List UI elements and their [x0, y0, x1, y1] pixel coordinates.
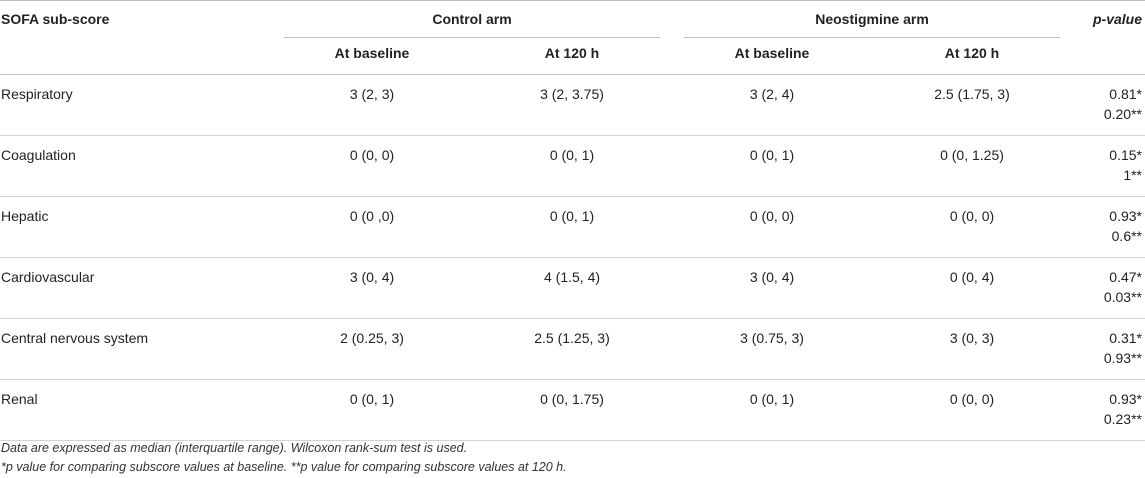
cell-p-value: 0.31* 0.93**: [1072, 318, 1145, 380]
header-blank: [0, 38, 272, 75]
row-label: Respiratory: [0, 74, 272, 136]
row-label: Cardiovascular: [0, 257, 272, 319]
header-neo-baseline: At baseline: [672, 38, 872, 75]
cell-control-baseline: 3 (2, 3): [272, 74, 472, 136]
cell-control-baseline: 0 (0, 1): [272, 379, 472, 441]
p-value-120h: 0.6**: [1111, 227, 1142, 244]
cell-control-120h: 2.5 (1.25, 3): [472, 318, 672, 380]
header-neostigmine-arm: Neostigmine arm: [672, 0, 1072, 38]
cell-neo-baseline: 0 (0, 1): [672, 135, 872, 197]
row-label: Coagulation: [0, 135, 272, 197]
p-value-120h: 1**: [1123, 166, 1142, 183]
header-neo-120h: At 120 h: [872, 38, 1072, 75]
cell-control-baseline: 2 (0.25, 3): [272, 318, 472, 380]
row-label: Central nervous system: [0, 318, 272, 380]
footnote-pvalue-legend: *p value for comparing subscore values a…: [1, 460, 567, 474]
p-value-baseline: 0.93*: [1109, 390, 1142, 407]
cell-p-value: 0.93* 0.6**: [1072, 196, 1145, 258]
cell-neo-baseline: 3 (0, 4): [672, 257, 872, 319]
cell-control-baseline: 3 (0, 4): [272, 257, 472, 319]
cell-p-value: 0.47* 0.03**: [1072, 257, 1145, 319]
table-row: Renal 0 (0, 1) 0 (0, 1.75) 0 (0, 1) 0 (0…: [0, 379, 1145, 441]
table-row: Respiratory 3 (2, 3) 3 (2, 3.75) 3 (2, 4…: [0, 74, 1145, 136]
cell-neo-baseline: 3 (2, 4): [672, 74, 872, 136]
header-control-arm: Control arm: [272, 0, 672, 38]
footnote-method: Data are expressed as median (interquart…: [1, 441, 468, 455]
cell-control-120h: 0 (0, 1): [472, 135, 672, 197]
header-row-timepoints: At baseline At 120 h At baseline At 120 …: [0, 38, 1145, 75]
p-value-baseline: 0.31*: [1109, 329, 1142, 346]
sofa-table-container: SOFA sub-score Control arm Neostigmine a…: [0, 0, 1145, 441]
cell-neo-baseline: 3 (0.75, 3): [672, 318, 872, 380]
cell-control-120h: 0 (0, 1): [472, 196, 672, 258]
cell-p-value: 0.93* 0.23**: [1072, 379, 1145, 441]
cell-neo-baseline: 0 (0, 0): [672, 196, 872, 258]
cell-control-120h: 4 (1.5, 4): [472, 257, 672, 319]
table-body: Respiratory 3 (2, 3) 3 (2, 3.75) 3 (2, 4…: [0, 74, 1145, 441]
header-blank-p: [1072, 38, 1145, 75]
sofa-subscore-table: SOFA sub-score Control arm Neostigmine a…: [0, 0, 1145, 441]
p-value-baseline: 0.15*: [1109, 146, 1142, 163]
row-label: Hepatic: [0, 196, 272, 258]
header-neostigmine-arm-text: Neostigmine arm: [815, 11, 929, 27]
p-value-120h: 0.93**: [1103, 349, 1142, 366]
p-value-baseline: 0.93*: [1109, 207, 1142, 224]
cell-neo-120h: 0 (0, 4): [872, 257, 1072, 319]
cell-control-120h: 3 (2, 3.75): [472, 74, 672, 136]
header-row-groups: SOFA sub-score Control arm Neostigmine a…: [0, 0, 1145, 38]
table-row: Hepatic 0 (0 ,0) 0 (0, 1) 0 (0, 0) 0 (0,…: [0, 196, 1145, 258]
cell-neo-120h: 0 (0, 0): [872, 196, 1072, 258]
p-value-120h: 0.20**: [1103, 105, 1142, 122]
p-value-120h: 0.03**: [1103, 288, 1142, 305]
p-value-120h: 0.23**: [1103, 410, 1142, 427]
p-value-baseline: 0.47*: [1109, 268, 1142, 285]
p-value-baseline: 0.81*: [1109, 85, 1142, 102]
row-label: Renal: [0, 379, 272, 441]
cell-control-baseline: 0 (0 ,0): [272, 196, 472, 258]
header-control-arm-text: Control arm: [432, 11, 512, 27]
cell-neo-120h: 0 (0, 1.25): [872, 135, 1072, 197]
header-row-label: SOFA sub-score: [0, 0, 272, 38]
header-control-120h: At 120 h: [472, 38, 672, 75]
table-row: Coagulation 0 (0, 0) 0 (0, 1) 0 (0, 1) 0…: [0, 135, 1145, 197]
header-p-value: p-value: [1072, 0, 1145, 38]
cell-neo-120h: 2.5 (1.75, 3): [872, 74, 1072, 136]
cell-p-value: 0.15* 1**: [1072, 135, 1145, 197]
cell-p-value: 0.81* 0.20**: [1072, 74, 1145, 136]
cell-control-120h: 0 (0, 1.75): [472, 379, 672, 441]
table-row: Central nervous system 2 (0.25, 3) 2.5 (…: [0, 318, 1145, 380]
cell-neo-120h: 0 (0, 0): [872, 379, 1072, 441]
table-row: Cardiovascular 3 (0, 4) 4 (1.5, 4) 3 (0,…: [0, 257, 1145, 319]
cell-neo-120h: 3 (0, 3): [872, 318, 1072, 380]
cell-neo-baseline: 0 (0, 1): [672, 379, 872, 441]
header-control-baseline: At baseline: [272, 38, 472, 75]
table-header: SOFA sub-score Control arm Neostigmine a…: [0, 0, 1145, 75]
cell-control-baseline: 0 (0, 0): [272, 135, 472, 197]
